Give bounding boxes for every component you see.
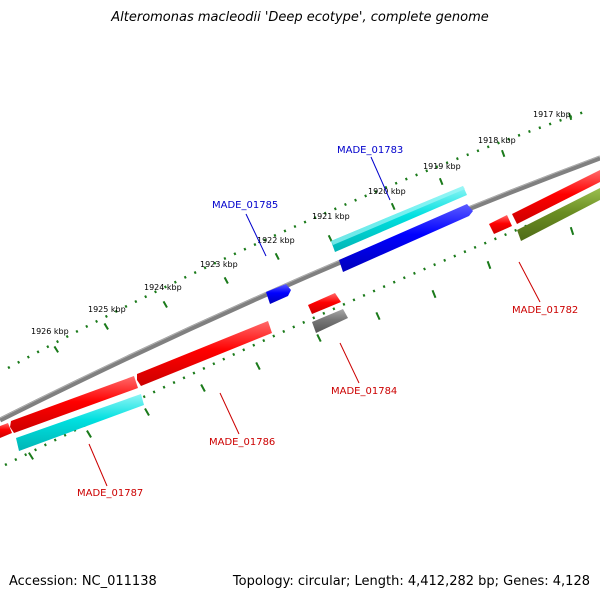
scale-label: 1919 kbp bbox=[423, 162, 461, 171]
gene-made-01785[interactable] bbox=[266, 284, 291, 304]
genome-backbone bbox=[0, 155, 600, 423]
scale-label: 1925 kbp bbox=[88, 305, 126, 314]
scale-label: 1920 kbp bbox=[368, 187, 406, 196]
scale-label: 1926 kbp bbox=[31, 327, 69, 336]
scale-label: 1923 kbp bbox=[200, 260, 238, 269]
scale-major-tick bbox=[501, 149, 506, 158]
gene-reverse-red-edge[interactable] bbox=[0, 423, 12, 438]
gene-reverse-red-mid[interactable] bbox=[308, 293, 341, 314]
leader-line bbox=[245, 213, 267, 257]
gene-made-01787[interactable] bbox=[16, 394, 144, 451]
leader-line bbox=[518, 261, 541, 303]
leader-line bbox=[219, 392, 240, 435]
gene-made-01782[interactable] bbox=[517, 188, 600, 241]
scale-major-tick bbox=[438, 177, 444, 186]
gene-label: MADE_01786 bbox=[209, 437, 275, 448]
scale-major-tick bbox=[53, 345, 59, 353]
scale-label: 1924 kbp bbox=[144, 283, 182, 292]
page-title: Alteromonas macleodii 'Deep ecotype', co… bbox=[111, 10, 489, 25]
scale-major-tick bbox=[327, 234, 333, 243]
scale-track-lower bbox=[4, 194, 600, 467]
gene-label: MADE_01784 bbox=[331, 386, 397, 397]
leader-line bbox=[370, 156, 391, 201]
gene-forward-red-left[interactable] bbox=[10, 376, 138, 433]
gene-label: MADE_01785 bbox=[212, 200, 278, 211]
scale-major-tick bbox=[390, 202, 396, 211]
scale-label: 1917 kbp bbox=[533, 110, 571, 119]
scale-major-tick bbox=[162, 300, 168, 308]
scale-major-tick bbox=[568, 112, 573, 121]
leader-line bbox=[88, 443, 108, 487]
gene-made-01783[interactable] bbox=[339, 204, 473, 272]
scale-label: 1921 kbp bbox=[312, 212, 350, 221]
gene-forward-cyan[interactable] bbox=[331, 186, 467, 252]
leader-line bbox=[339, 342, 360, 384]
gene-made-01784[interactable] bbox=[312, 309, 348, 333]
scale-major-tick bbox=[103, 322, 109, 330]
genome-summary: Topology: circular; Length: 4,412,282 bp… bbox=[232, 574, 590, 589]
gene-label: MADE_01782 bbox=[512, 305, 578, 316]
gene-reverse-red-small-right[interactable] bbox=[489, 215, 512, 234]
gene-forward-red-right[interactable] bbox=[512, 170, 600, 224]
gene-label: MADE_01787 bbox=[77, 488, 143, 499]
scale-label: 1918 kbp bbox=[478, 136, 516, 145]
scale-label: 1922 kbp bbox=[257, 236, 295, 245]
scale-major-tick bbox=[223, 276, 229, 285]
gene-made-01786[interactable] bbox=[137, 321, 272, 386]
accession-label: Accession: NC_011138 bbox=[9, 574, 157, 589]
gene-label: MADE_01783 bbox=[337, 145, 403, 156]
scale-major-tick bbox=[274, 252, 280, 261]
scale-track-upper bbox=[7, 108, 591, 370]
